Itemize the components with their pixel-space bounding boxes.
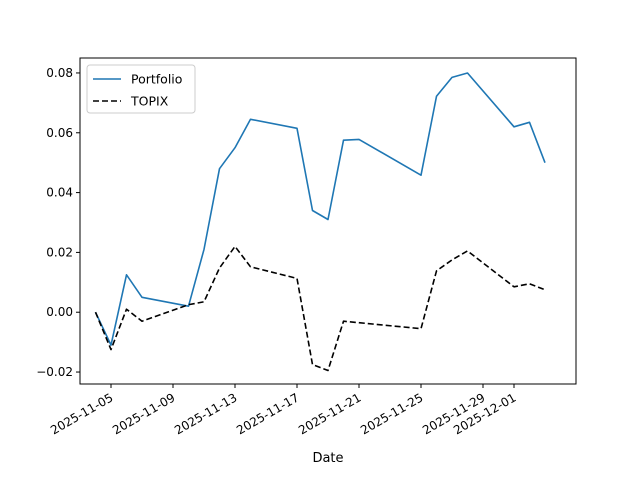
- plot-area: [94, 72, 546, 372]
- x-axis-title: Date: [312, 451, 343, 466]
- y-tick-label: 0.02: [46, 245, 73, 259]
- y-tick-label: −0.02: [36, 365, 73, 379]
- y-tick-label: 0.04: [46, 186, 73, 200]
- legend: Portfolio TOPIX: [86, 64, 196, 114]
- y-tick-label: 0.06: [46, 126, 73, 140]
- series-line-portfolio: [94, 72, 546, 346]
- legend-label-topix: TOPIX: [130, 94, 169, 109]
- series-line-topix: [94, 245, 546, 372]
- y-tick-label: 0.00: [46, 305, 73, 319]
- axes-frame: [79, 57, 577, 385]
- legend-label-portfolio: Portfolio: [131, 72, 182, 87]
- y-tick-label: 0.08: [46, 66, 73, 80]
- y-axis: −0.02 0.00 0.02 0.04 0.06 0.08: [36, 66, 80, 379]
